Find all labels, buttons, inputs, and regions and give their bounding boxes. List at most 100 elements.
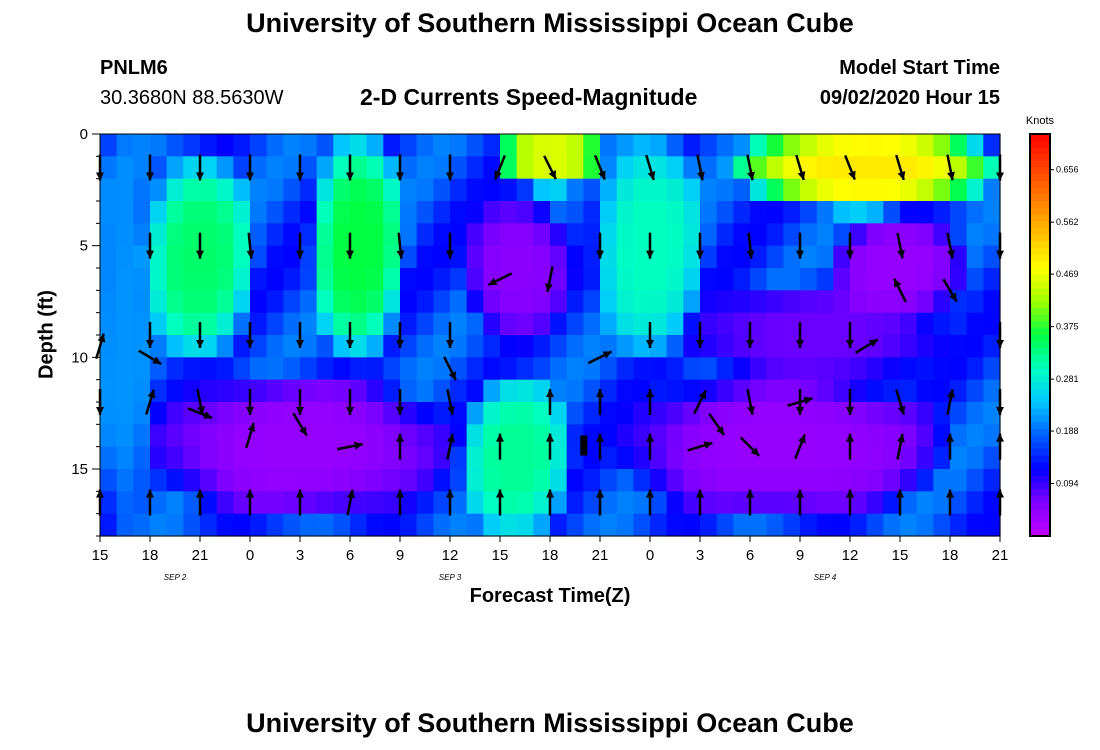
heat-cell [733,178,751,202]
colorbar-swatch [1030,167,1050,175]
heat-cell [416,402,434,425]
heat-cell [216,312,234,336]
heat-cell [950,513,968,537]
heat-cell [833,469,851,492]
heat-cell [283,424,301,448]
heat-cell [966,491,984,515]
heat-cell [483,446,501,470]
heat-cell [950,402,968,425]
heat-cell [733,379,751,403]
heat-cell [883,134,901,157]
heat-cell [900,357,918,381]
heat-cell [966,134,984,157]
heat-cell [266,178,284,202]
heat-cell [850,357,868,381]
heat-cell [650,290,668,314]
heat-cell [683,424,701,448]
heat-cell [833,312,851,336]
heat-cell [766,268,784,291]
current-arrow [896,489,904,516]
heat-cell [966,335,984,358]
heat-cell [383,134,401,157]
colorbar: Knots 0.656 0.562 0.469 0.375 0.281 0.188 0.094 [1026,115,1079,537]
current-arrow [696,232,704,259]
current-arrow [146,489,154,516]
heat-cell [150,223,168,247]
heat-cell [616,268,634,291]
current-arrow [546,433,554,460]
heat-cell [783,357,801,381]
heat-cell [633,357,651,381]
heat-cell [866,245,884,269]
heat-cell [966,156,984,180]
heat-cell [766,469,784,492]
heat-cell [516,446,534,470]
heat-cell [166,491,184,515]
colorbar-swatch [1030,435,1050,443]
heat-cell [233,223,251,247]
heat-cell [266,379,284,403]
heat-cell [716,223,734,247]
colorbar-swatch [1030,154,1050,162]
heat-cell [616,178,634,202]
current-arrow [596,489,604,516]
heat-cell [583,402,601,425]
heat-cell [916,268,934,291]
x-tick-label: 15 [492,547,509,564]
x-tick-label: 0 [246,547,254,564]
heat-cell [783,290,801,314]
current-arrow [545,266,554,293]
heat-cell [566,268,584,291]
colorbar-swatch [1030,415,1050,423]
heat-cell [183,134,201,157]
heat-cell [700,491,718,515]
heat-cell [266,290,284,314]
heat-cell [750,379,768,403]
heat-cell [983,469,1001,492]
heat-cell [750,201,768,224]
heat-cell [533,312,551,336]
heat-cell [216,134,234,157]
heat-cell [600,469,618,492]
colorbar-swatch [1030,308,1050,316]
heat-cell [500,156,518,180]
heat-cell [133,312,151,336]
heat-cell [866,469,884,492]
heat-cell [366,513,384,537]
heat-cell [716,156,734,180]
heat-cell [150,290,168,314]
current-arrow [146,154,154,181]
heat-cell [550,335,568,358]
heat-cell [950,469,968,492]
heat-cell [800,268,818,291]
x-tick-label: 0 [646,547,654,564]
date-label: SEP 2 [164,573,187,582]
heat-cell [933,469,951,492]
heat-cell [550,312,568,336]
heat-cell [300,335,318,358]
current-arrow [543,155,557,180]
heat-cell [183,245,201,269]
heat-cell [950,491,968,515]
heat-cell [666,201,684,224]
heat-cell [433,245,451,269]
heat-cell [566,312,584,336]
heat-cell [750,178,768,202]
current-arrow [896,433,905,460]
heat-cell [383,290,401,314]
heat-cell [466,469,484,492]
heat-cell [633,134,651,157]
heat-cell [783,201,801,224]
heat-cell [533,446,551,470]
heat-cell [866,491,884,515]
heat-cell [866,134,884,157]
heat-cell [850,446,868,470]
heat-cell [716,357,734,381]
heat-cell [716,335,734,358]
heat-cell [133,357,151,381]
heat-cell [333,268,351,291]
heat-cell [533,223,551,247]
heat-cell [333,178,351,202]
heat-cell [866,402,884,425]
